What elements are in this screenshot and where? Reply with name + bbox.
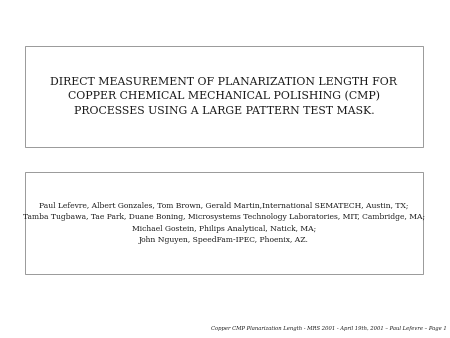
FancyBboxPatch shape	[25, 46, 423, 147]
Text: DIRECT MEASUREMENT OF PLANARIZATION LENGTH FOR
COPPER CHEMICAL MECHANICAL POLISH: DIRECT MEASUREMENT OF PLANARIZATION LENG…	[50, 77, 397, 116]
Text: Paul Lefevre, Albert Gonzales, Tom Brown, Gerald Martin,International SEMATECH, : Paul Lefevre, Albert Gonzales, Tom Brown…	[23, 202, 425, 244]
Text: Copper CMP Planarization Length - MRS 2001 - April 19th, 2001 – Paul Lefevre – P: Copper CMP Planarization Length - MRS 20…	[211, 326, 446, 331]
FancyBboxPatch shape	[25, 172, 423, 274]
